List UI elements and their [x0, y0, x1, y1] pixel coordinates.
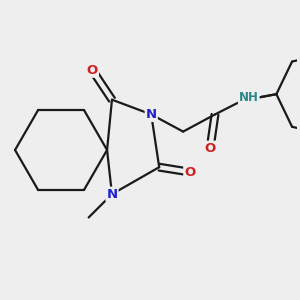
- Text: O: O: [87, 64, 98, 77]
- Text: NH: NH: [239, 91, 259, 104]
- Text: O: O: [205, 142, 216, 155]
- Text: N: N: [146, 108, 157, 121]
- Text: O: O: [184, 166, 196, 178]
- Text: N: N: [106, 188, 118, 201]
